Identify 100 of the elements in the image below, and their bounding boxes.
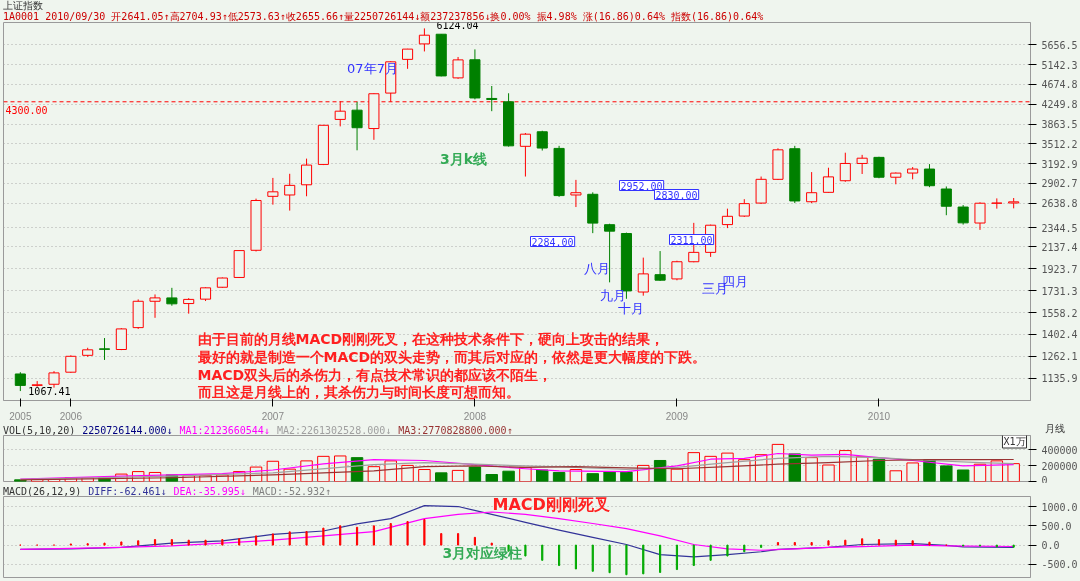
- y-tick-label: 2344.5: [1041, 222, 1078, 234]
- x-tick-label: 2010: [867, 410, 891, 422]
- candlestick: [991, 197, 1003, 210]
- bar: [670, 468, 684, 482]
- text: DIFF:-62.461↓: [88, 486, 167, 497]
- bar: [603, 471, 616, 482]
- annotation: 6124.04: [436, 20, 479, 32]
- chart-title: 上证指数: [3, 0, 43, 11]
- y-tick-label: 1923.7: [1041, 263, 1078, 275]
- y-tick-label: 2902.7: [1041, 178, 1078, 190]
- x-tick-label: 2007: [261, 410, 285, 422]
- candlestick: [940, 185, 952, 216]
- y-tick-label: 4674.8: [1041, 79, 1078, 91]
- text: 月线: [1045, 423, 1065, 434]
- y-tick-label: 3192.9: [1041, 158, 1078, 170]
- bar: [468, 466, 482, 482]
- candlestick: [98, 337, 111, 361]
- candlestick: [267, 177, 279, 206]
- text: DEA:-35.995↓: [173, 486, 246, 497]
- y-tick-label: 3512.2: [1041, 138, 1078, 150]
- bar: [451, 469, 465, 482]
- annotation: 由于目前的月线MACD刚刚死叉，在这种技术条件下，硬向上攻击的结果，: [197, 330, 665, 347]
- x-tick-label: 2009: [665, 410, 689, 422]
- candlestick: [519, 132, 531, 178]
- annotation: MACD:-52.932↑: [252, 486, 332, 497]
- candlestick: [166, 287, 178, 307]
- annotation: 十月: [617, 301, 644, 316]
- text: MA3:2770828800.000↑: [398, 425, 513, 436]
- bar: [552, 471, 566, 482]
- text: MA1:2123660544↓: [179, 425, 270, 436]
- annotation: 1067.41: [28, 386, 71, 398]
- bar: [536, 469, 549, 482]
- bar: [956, 469, 970, 482]
- annotation: 2250726144.000↓: [82, 425, 173, 436]
- annotation: 八月: [583, 261, 610, 276]
- candlestick: [351, 101, 363, 151]
- y-tick-label: 400000: [1041, 444, 1078, 456]
- y-tick-label: 1402.4: [1041, 329, 1078, 341]
- candlestick: [570, 179, 582, 208]
- y-tick-label: 2638.8: [1041, 198, 1078, 210]
- annotation: 而且这是月线上的，其杀伤力与时间长度可想而知。: [196, 383, 520, 400]
- candlestick: [402, 48, 414, 70]
- annotation: 九月: [599, 288, 626, 303]
- annotation: 最好的就是制造一个MACD的双头走势，而其后对应的，依然是更大幅度的下跌。: [196, 348, 707, 365]
- annotation: 07年7月: [347, 61, 398, 76]
- bar: [502, 470, 515, 482]
- x-tick-label: 2006: [59, 410, 83, 422]
- candlestick: [637, 257, 649, 297]
- annotation: 3月对应绿柱: [442, 544, 523, 561]
- annotation: 3月k线: [439, 150, 488, 167]
- annotation: 2311.00: [670, 234, 713, 246]
- annotation: MACD双头后的杀伤力，有点技术常识的都应该不陌生，: [197, 366, 553, 383]
- annotation: 2952.00: [620, 180, 663, 192]
- candlestick: [14, 371, 26, 392]
- candlestick: [755, 176, 767, 205]
- candlestick: [301, 158, 313, 197]
- text: MA2:2261302528.000↓: [276, 425, 392, 436]
- annotation: MACD刚刚死叉: [492, 495, 610, 514]
- bar: [906, 462, 919, 482]
- candlestick: [149, 293, 161, 319]
- candlestick: [957, 204, 969, 226]
- bar: [1007, 463, 1020, 482]
- candlestick: [923, 163, 936, 188]
- chart-subtitle: 1A0001 2010/09/30 开2641.05↑高2704.93↑低2573.63↑收2655.66↑量2250726144↓额237237856↓换0.00% 振4.98% 涨(16.86)0.64% 指数(16.86)0.64%: [3, 11, 764, 22]
- y-tick-label: 1558.2: [1041, 307, 1078, 319]
- y-tick-label: 1731.3: [1041, 285, 1078, 297]
- bar: [940, 465, 953, 482]
- y-tick-label: -500.0: [1041, 559, 1078, 571]
- candlestick: [822, 167, 835, 194]
- y-tick-label: 5142.3: [1041, 59, 1078, 71]
- x-tick-label: 2008: [463, 410, 487, 422]
- y-tick-label: 4249.8: [1041, 99, 1078, 111]
- bar: [805, 457, 818, 482]
- chart-title: MACD(26,12,9): [3, 486, 82, 497]
- y-tick-label: 3863.5: [1041, 119, 1078, 131]
- annotation: 2830.00: [655, 189, 698, 201]
- ref-line-label: 4300.00: [5, 104, 48, 116]
- candlestick: [654, 250, 666, 282]
- candlestick: [452, 56, 464, 80]
- candlestick: [974, 201, 986, 231]
- chart-title: VOL(5,10,20): [3, 425, 76, 436]
- y-tick-label: 1135.9: [1041, 373, 1078, 385]
- candlestick: [839, 152, 851, 183]
- bar: [485, 474, 498, 482]
- annotation: X1万: [1003, 436, 1026, 447]
- candlestick: [806, 171, 818, 204]
- candlestick: [486, 85, 498, 112]
- y-tick-label: 2137.4: [1041, 241, 1078, 253]
- bar: [822, 464, 835, 482]
- y-tick-label: 500.0: [1041, 520, 1072, 532]
- candlestick: [721, 208, 733, 229]
- bar: [586, 473, 599, 482]
- y-tick-label: 0: [1041, 474, 1048, 486]
- bar: [435, 472, 448, 482]
- candlestick: [284, 173, 296, 212]
- bar: [418, 469, 431, 482]
- candlestick: [418, 27, 430, 52]
- annotation: 2284.00: [531, 236, 574, 248]
- y-tick-label: 1262.1: [1041, 351, 1078, 363]
- y-tick-label: 0.0: [1041, 540, 1060, 552]
